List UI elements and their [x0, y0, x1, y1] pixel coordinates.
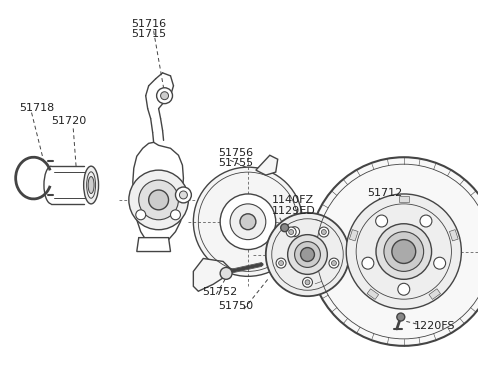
Circle shape [289, 227, 300, 237]
Circle shape [376, 215, 387, 227]
Circle shape [376, 224, 432, 279]
Circle shape [302, 277, 312, 287]
Bar [367, 289, 379, 299]
Circle shape [193, 167, 302, 276]
Text: 1220FS: 1220FS [414, 321, 455, 331]
Circle shape [136, 210, 146, 220]
Circle shape [384, 232, 424, 271]
Text: 1129ED: 1129ED [272, 206, 315, 216]
Circle shape [281, 224, 288, 232]
Circle shape [149, 190, 168, 210]
Circle shape [332, 261, 336, 265]
Bar [399, 196, 409, 202]
Text: 51712: 51712 [367, 188, 402, 198]
Circle shape [346, 194, 461, 309]
Text: 51750: 51750 [218, 301, 253, 311]
Circle shape [278, 261, 284, 265]
Circle shape [176, 187, 192, 203]
Text: 51755: 51755 [218, 158, 253, 168]
Circle shape [305, 280, 310, 285]
Circle shape [300, 248, 314, 262]
Text: 51715: 51715 [131, 29, 166, 39]
Bar [429, 289, 441, 299]
Polygon shape [193, 259, 233, 291]
Circle shape [310, 157, 480, 346]
Circle shape [398, 283, 410, 295]
Circle shape [156, 88, 172, 104]
Circle shape [286, 227, 296, 237]
Circle shape [129, 170, 188, 230]
Circle shape [362, 257, 374, 269]
Text: 51720: 51720 [51, 115, 87, 126]
Circle shape [139, 180, 179, 220]
Circle shape [288, 234, 327, 274]
Ellipse shape [84, 166, 98, 204]
Circle shape [319, 227, 329, 237]
Ellipse shape [86, 172, 96, 198]
Text: 1140FZ: 1140FZ [272, 195, 314, 205]
Circle shape [420, 215, 432, 227]
Circle shape [266, 213, 349, 296]
Circle shape [220, 194, 276, 250]
Text: 51716: 51716 [131, 19, 166, 29]
Polygon shape [137, 238, 170, 251]
Polygon shape [133, 143, 185, 244]
Bar [449, 230, 458, 241]
Bar [349, 230, 358, 241]
Ellipse shape [88, 176, 94, 193]
Circle shape [230, 204, 266, 240]
Circle shape [240, 214, 256, 230]
Circle shape [276, 258, 286, 268]
Circle shape [161, 92, 168, 100]
Circle shape [434, 257, 445, 269]
Polygon shape [256, 155, 278, 175]
Circle shape [329, 258, 339, 268]
Circle shape [392, 240, 416, 264]
Circle shape [170, 210, 180, 220]
Text: 51718: 51718 [20, 103, 55, 113]
Circle shape [295, 242, 321, 267]
Text: 51752: 51752 [202, 287, 238, 297]
Circle shape [180, 191, 187, 199]
Text: 51756: 51756 [218, 148, 253, 158]
Circle shape [288, 230, 294, 234]
Circle shape [397, 313, 405, 321]
Circle shape [321, 230, 326, 234]
Circle shape [220, 267, 232, 279]
